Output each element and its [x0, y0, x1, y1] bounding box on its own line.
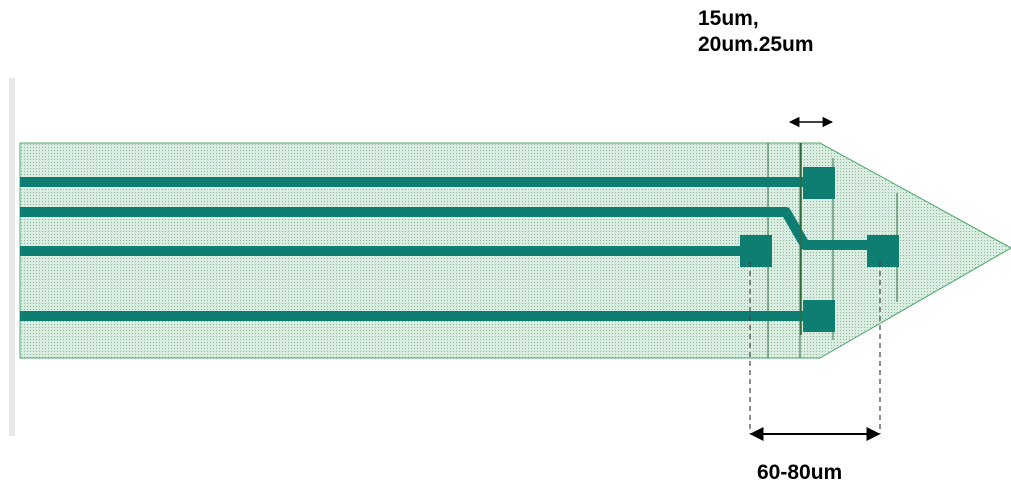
trace [20, 207, 882, 250]
span-extension-lines [749, 262, 881, 434]
contact-pad [867, 235, 899, 267]
pitch-label-line2: 20um.25um [698, 33, 814, 56]
traces [20, 177, 882, 321]
contact-pads [740, 167, 899, 332]
pitch-label: 15um, 20um.25um [698, 6, 814, 58]
pitch-label-line1: 15um, [698, 7, 759, 30]
contact-pad [803, 167, 835, 199]
contact-pad [803, 300, 835, 332]
span-label: 60-80um [757, 461, 843, 484]
probe-base-wall [9, 78, 15, 436]
contact-pad [740, 235, 772, 267]
